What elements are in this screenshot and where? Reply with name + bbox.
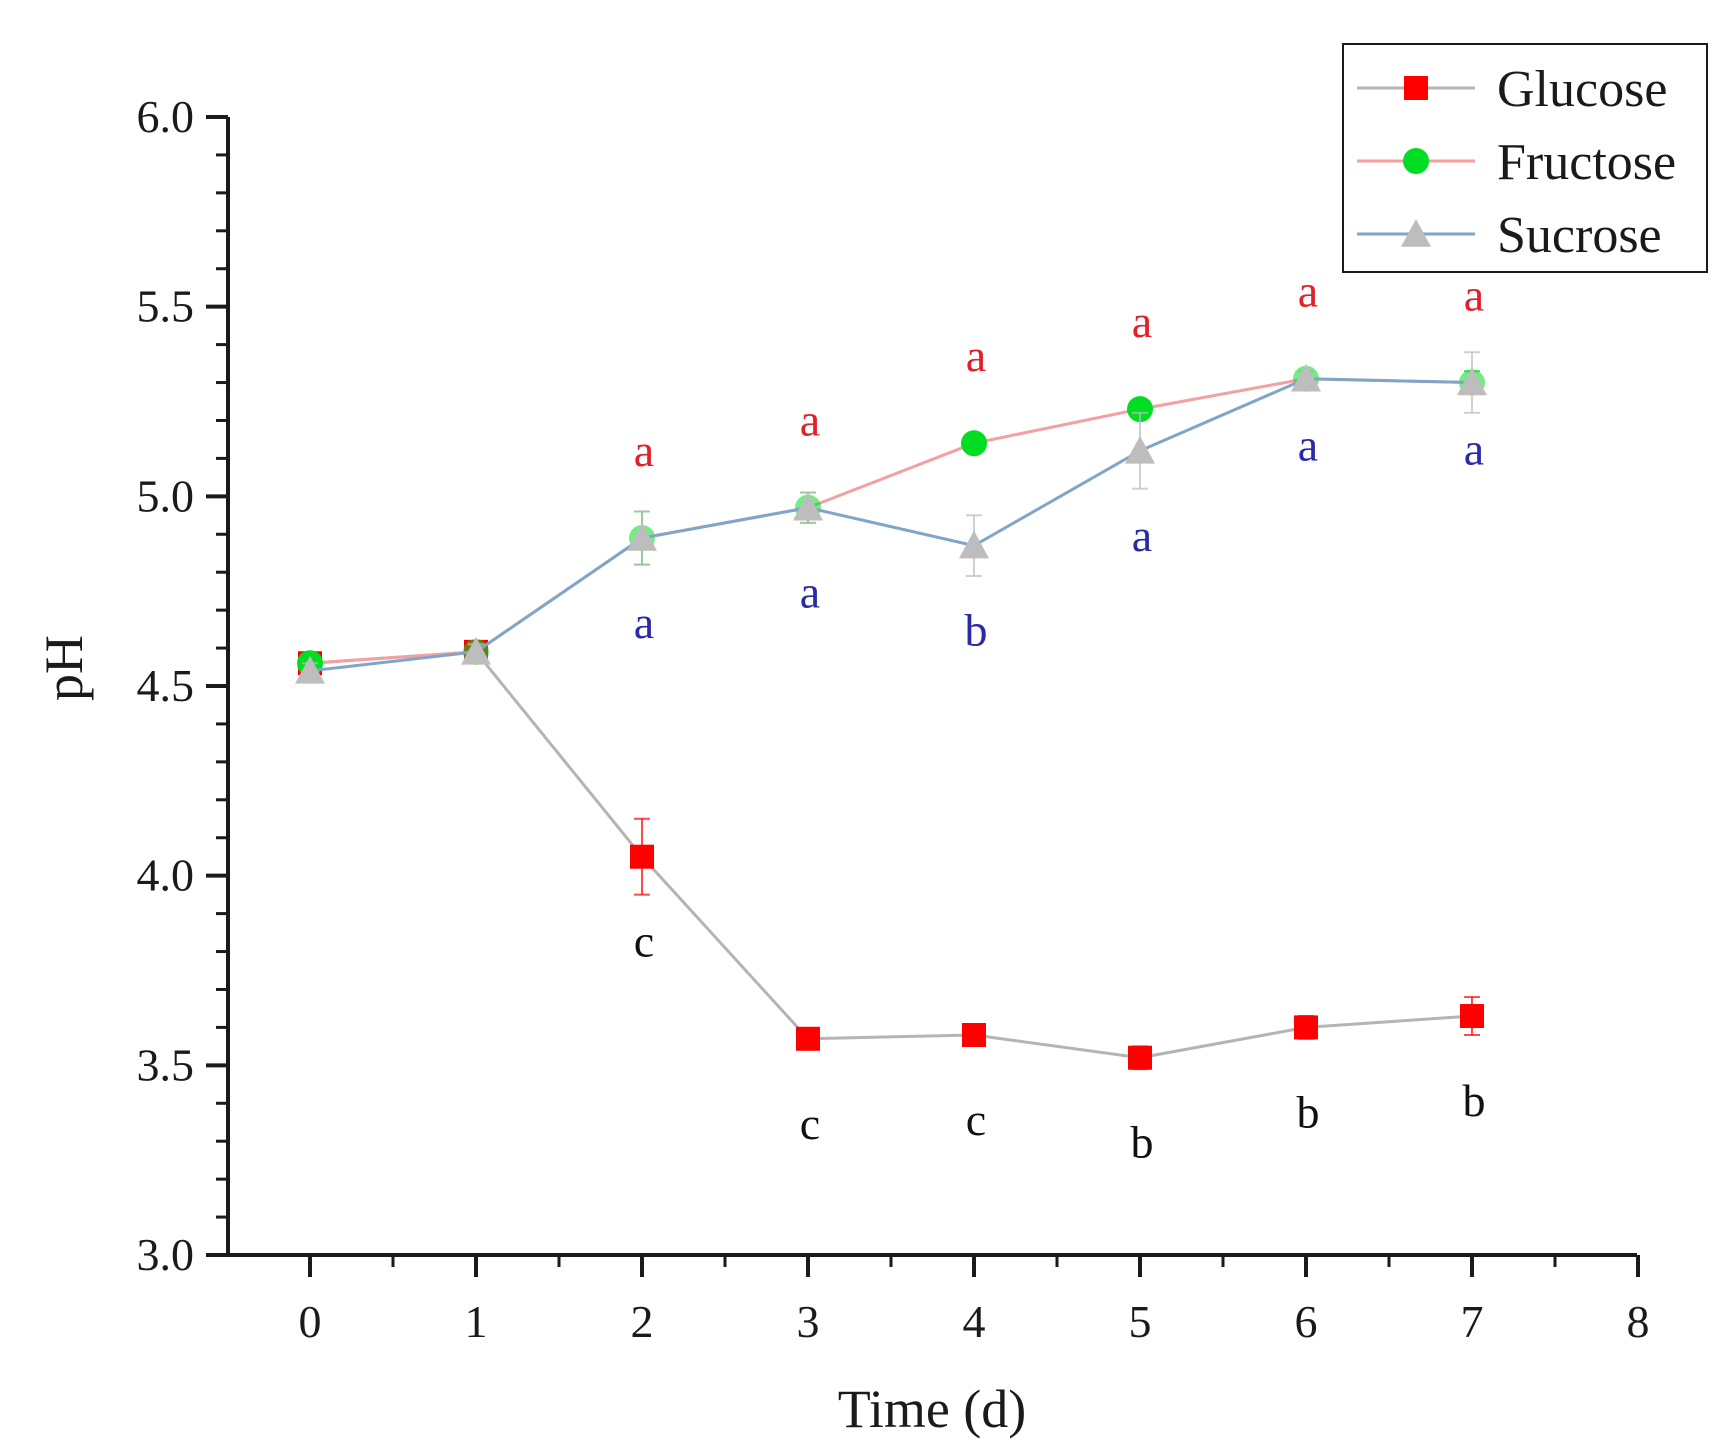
legend-marker [1403, 148, 1429, 174]
legend-label: Fructose [1497, 134, 1676, 191]
legend-marker [1404, 76, 1428, 100]
data-point [1291, 363, 1321, 392]
significance-letter: a [800, 395, 820, 446]
data-point [1128, 1045, 1152, 1070]
series-fructose [297, 365, 1485, 677]
data-point [1125, 435, 1155, 464]
significance-letter: a [1132, 510, 1152, 561]
significance-letter: a [1464, 270, 1484, 321]
significance-letter: a [1298, 420, 1318, 471]
data-point [793, 492, 823, 521]
significance-letter: a [1464, 424, 1484, 475]
data-point [1457, 367, 1487, 396]
y-tick-label: 5.5 [137, 281, 195, 332]
y-tick-label: 3.5 [137, 1039, 195, 1090]
y-axis-title: pH [34, 635, 94, 701]
significance-letter: b [1463, 1075, 1486, 1126]
x-tick-label: 4 [963, 1296, 986, 1347]
y-tick-label: 6.0 [137, 91, 195, 142]
data-point [962, 1022, 986, 1047]
significance-letters: c c c b b b a a a a a a a a b a a a [634, 266, 1486, 1168]
axes: 3.0 3.5 4.0 4.5 5.0 5.5 6.0 0 1 2 3 4 5 6 7 8 [137, 91, 1650, 1347]
data-point [1294, 1015, 1318, 1040]
legend-marker [1401, 219, 1431, 247]
x-tick-label: 0 [299, 1296, 322, 1347]
significance-letter: c [966, 1094, 986, 1145]
significance-letter: a [800, 567, 820, 618]
x-axis-title: Time (d) [838, 1379, 1027, 1439]
y-tick-label: 4.0 [137, 850, 195, 901]
y-tick-label: 5.0 [137, 470, 195, 521]
significance-letter: c [800, 1098, 820, 1149]
significance-letter: b [1131, 1117, 1154, 1168]
data-point [627, 523, 657, 551]
data-point [630, 844, 654, 869]
legend-label: Glucose [1497, 61, 1667, 118]
legend-item-fructose: Fructose [1357, 134, 1676, 191]
y-tick-label: 4.5 [137, 660, 195, 711]
x-tick-label: 1 [465, 1296, 488, 1347]
legend-item-sucrose: Sucrose [1357, 207, 1662, 264]
legend: Glucose Fructose Sucrose [1342, 43, 1708, 273]
x-tick-label: 8 [1627, 1296, 1650, 1347]
data-point [461, 636, 491, 665]
significance-letter: b [1297, 1086, 1320, 1137]
significance-letter: a [634, 425, 654, 476]
x-tick-label: 7 [1461, 1296, 1484, 1347]
data-point [961, 430, 987, 457]
significance-letter: c [634, 916, 654, 967]
significance-letter: a [966, 330, 986, 381]
series-line [309, 377, 1473, 673]
legend-item-glucose: Glucose [1357, 61, 1667, 118]
series-sucrose [295, 351, 1487, 684]
significance-letter: a [634, 597, 654, 648]
data-point [1460, 1004, 1484, 1029]
significance-letter: b [965, 605, 988, 656]
data-point [959, 530, 989, 559]
series-glucose [298, 639, 1484, 1071]
x-tick-label: 2 [631, 1296, 654, 1347]
significance-letter: a [1132, 296, 1152, 347]
x-tick-label: 5 [1129, 1296, 1152, 1347]
data-point [1127, 396, 1153, 423]
series-line [309, 650, 1473, 1060]
significance-letter: a [1298, 266, 1318, 317]
x-tick-label: 6 [1295, 1296, 1318, 1347]
series-layer [295, 351, 1487, 1071]
x-tick-label: 3 [797, 1296, 820, 1347]
legend-label: Sucrose [1497, 207, 1662, 264]
y-tick-label: 3.0 [137, 1229, 195, 1280]
data-point [295, 655, 325, 684]
data-point [796, 1026, 820, 1051]
